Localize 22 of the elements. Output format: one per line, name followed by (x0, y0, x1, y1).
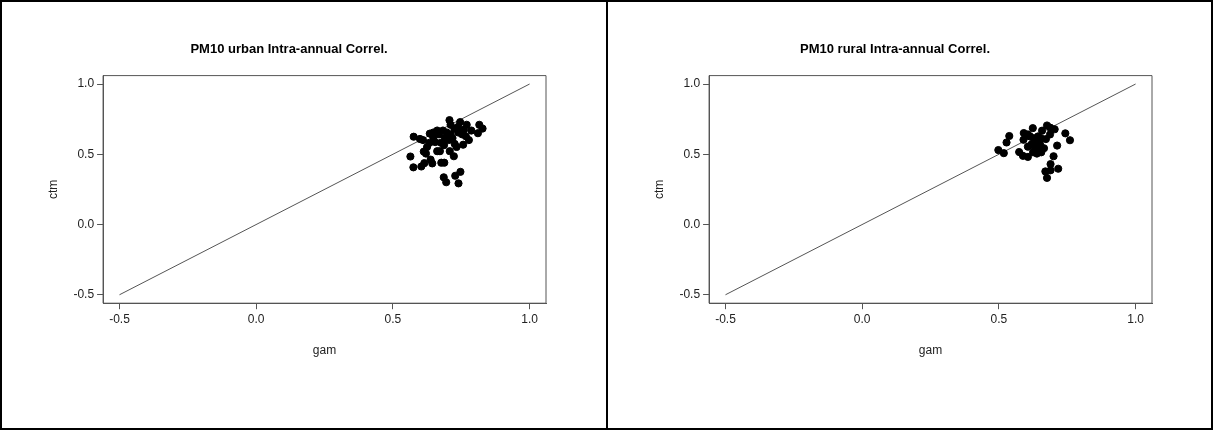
x-tick-label: 1.0 (521, 311, 539, 326)
x-axis-title: gam (312, 343, 337, 358)
chart-title: PM10 rural Intra-annual Correl. (800, 41, 990, 57)
chart-title: PM10 urban Intra-annual Correl. (190, 41, 388, 57)
x-tick-label: -0.5 (715, 311, 737, 326)
y-tick-label: 1.0 (683, 76, 701, 91)
y-tick-label: 0.5 (683, 146, 701, 161)
y-tick-label: -0.5 (73, 287, 95, 302)
x-tick-label: 0.5 (990, 311, 1008, 326)
x-tick-label: 1.0 (1127, 311, 1145, 326)
y-tick-label: 0.5 (77, 146, 95, 161)
y-tick-label: 0.0 (683, 216, 701, 231)
x-tick-label: 0.0 (247, 311, 265, 326)
x-tick-label: 0.0 (853, 311, 871, 326)
y-axis-title: ctm (651, 179, 666, 200)
y-tick-label: 0.0 (77, 216, 95, 231)
x-tick-label: -0.5 (109, 311, 131, 326)
x-axis-title: gam (918, 343, 943, 358)
y-tick-label: -0.5 (679, 287, 701, 302)
y-tick-label: 1.0 (77, 76, 95, 91)
y-axis-title: ctm (45, 179, 60, 200)
x-tick-label: 0.5 (384, 311, 402, 326)
